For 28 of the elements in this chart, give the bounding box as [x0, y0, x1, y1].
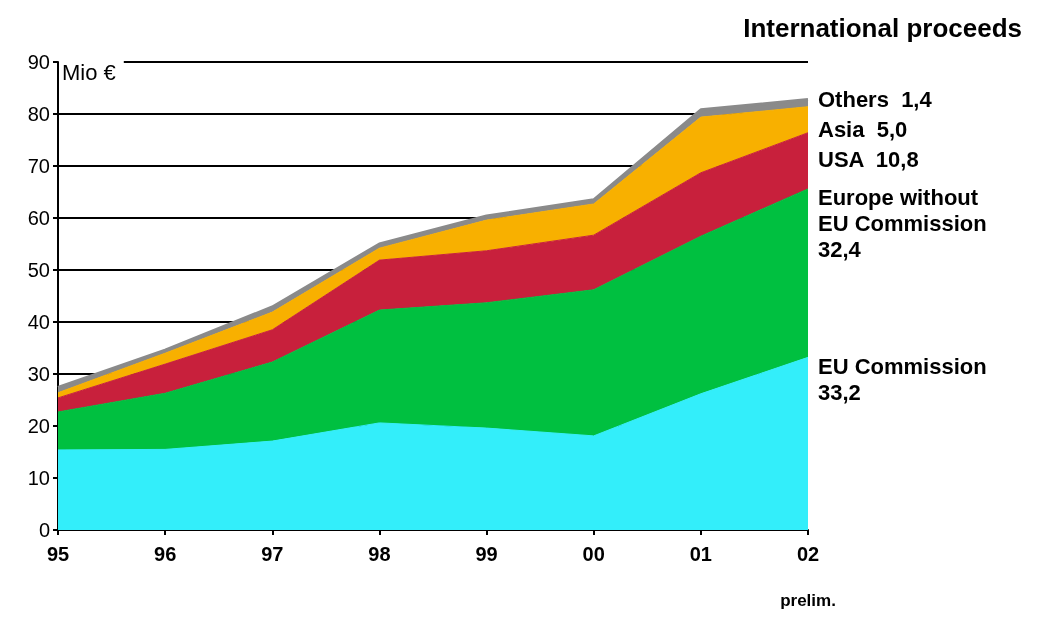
y-tick-label: 80 [27, 103, 50, 125]
x-tick-label: 99 [475, 543, 498, 565]
y-tick-label: 0 [38, 519, 50, 541]
y-tick-label: 60 [27, 207, 50, 229]
x-tick-label: 98 [368, 543, 391, 565]
text: Others 1,4 [818, 86, 932, 112]
text: Asia 5,0 [818, 116, 908, 142]
y-tick-label: 50 [27, 259, 50, 281]
x-tick-label: 01 [689, 543, 712, 565]
data-label: 32,4 [818, 237, 862, 263]
x-tick-label: 00 [582, 543, 605, 565]
y-tick-label: 40 [27, 311, 50, 333]
x-tick-label: 96 [154, 543, 177, 565]
series-label: Europe without EU Commission [818, 185, 987, 237]
data-label: 33,2 [818, 379, 861, 405]
y-tick-label: 90 [27, 51, 50, 73]
y-tick-label: 30 [27, 363, 50, 385]
text: USA 10,8 [818, 146, 919, 172]
y-tick-label: 70 [27, 155, 50, 177]
x-tick-label: 95 [46, 543, 70, 565]
x-tick-label: 02 [796, 543, 820, 565]
y-axis-title: Mio € [62, 59, 116, 85]
y-tick-label: 10 [27, 467, 50, 489]
y-tick-label: 20 [27, 415, 50, 437]
series-label: EU Commission [818, 353, 987, 379]
x-tick-label: 97 [261, 543, 284, 565]
text: International proceeds [743, 13, 1022, 43]
text: prelim. [780, 591, 836, 610]
